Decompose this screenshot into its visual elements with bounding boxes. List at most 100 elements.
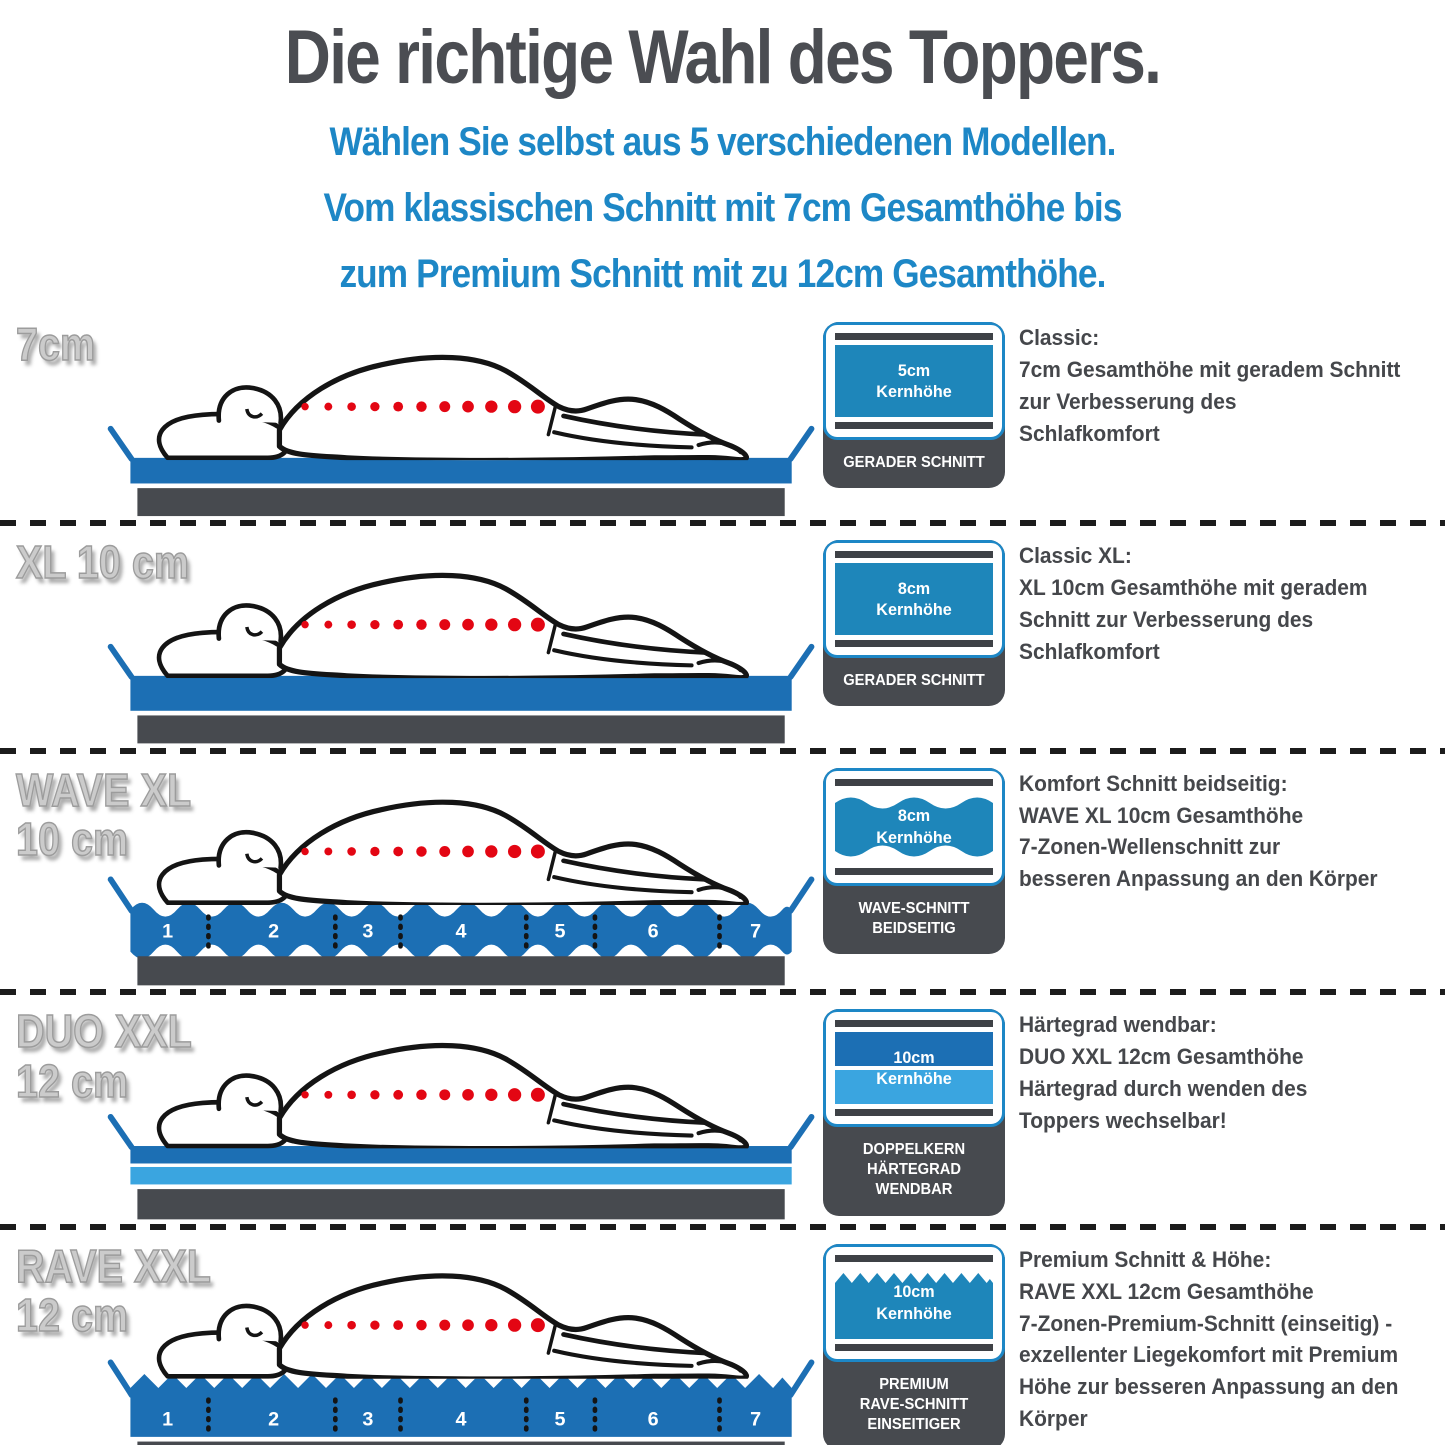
topper-layer [130,457,792,484]
model-description: Komfort Schnitt beidseitig: WAVE XL 10cm … [1019,770,1378,892]
mattress-base [137,955,785,985]
cut-type-label: WAVE-SCHNITT BEIDSEITIG [858,899,970,937]
model-size-label: 7cm [15,317,96,370]
wave-topper-layer [130,902,792,959]
svg-text:7: 7 [750,920,761,942]
cover-layer-top [835,332,993,340]
model-row-duo-xxl: DUO XXL 12 cm 10cm Ke [0,997,1445,1221]
topper-soft-layer [130,1167,792,1185]
zone-numbers: 1 2 3 4 5 6 7 [162,1408,761,1430]
dashed-separator [0,989,1445,996]
core-height-text: 5cm Kernhöhe [876,360,952,401]
subtitle-line-2: Vom klassischen Schnitt mit 7cm Gesamthö… [323,185,1122,230]
cut-type-label: GERADER SCHNITT [843,453,985,471]
model-description: Classic: 7cm Gesamthöhe mit geradem Schni… [1019,324,1401,446]
topper-right-edge [787,876,815,914]
subtitle-line-3: zum Premium Schnitt mit zu 12cm Gesamthö… [339,251,1106,296]
mattress-illustration-classic-xl: XL 10 cm [0,528,815,745]
sleeping-person-figure [159,1046,746,1149]
model-size-label: WAVE XL 10 cm [15,763,192,866]
core-diagram: 10cm Kernhöhe [823,1243,1005,1362]
zigzag-topper-layer [130,1373,792,1437]
cover-layer-top [835,551,993,559]
sleeping-person-figure [159,575,746,678]
sleeping-person-figure [159,1275,746,1378]
cover-layer-bottom [835,640,993,648]
topper-left-edge [107,1114,135,1151]
core-diagram: 5cm Kernhöhe [823,321,1005,440]
core-height-text: 8cm Kernhöhe [876,806,952,847]
topper-spec-badge: 10cm Kernhöhe DOPPELKERN HÄRTEGRAD WENDBAR [823,1009,1005,1216]
mattress-illustration-duo-xxl: DUO XXL 12 cm [0,997,815,1221]
cover-layer-bottom [835,1343,993,1351]
page-title: Die richtige Wahl des Toppers. [284,15,1162,100]
dashed-separator [0,1223,1445,1230]
topper-left-edge [107,876,135,914]
zigzag-core-shape [835,1272,993,1339]
dashed-separator [0,747,1445,754]
cut-type-label: PREMIUM RAVE-SCHNITT EINSEITIGER [859,1375,969,1433]
mattress-base [137,1189,785,1220]
model-row-classic-xl: XL 10 cm 8cm Kernhöhe [0,528,1445,745]
header: Die richtige Wahl des Toppers. Wählen Si… [0,0,1445,296]
core-layer: 8cm Kernhöhe [835,563,993,636]
cover-layer-top [835,1254,993,1262]
model-size-label: XL 10 cm [15,536,190,589]
core-height-text: 8cm Kernhöhe [876,578,952,620]
cover-layer-bottom [835,1109,993,1117]
core-diagram: 10cm Kernhöhe [823,1009,1005,1128]
topper-right-edge [787,425,815,462]
topper-left-edge [107,425,135,462]
core-layer: 10cm Kernhöhe [835,1267,993,1339]
svg-text:7: 7 [750,1408,761,1430]
svg-text:3: 3 [362,920,373,942]
model-size-label: DUO XXL 12 cm [15,1005,192,1107]
straight-core-shape [835,563,993,636]
classic-xl-illustration-svg [107,528,815,744]
model-row-rave-xxl: RAVE XXL 12 cm 1 2 3 4 5 6 7 [0,1232,1445,1445]
classic-illustration-svg [107,310,815,516]
topper-right-edge [787,643,815,680]
core-diagram: 8cm Kernhöhe [823,540,1005,659]
duo-xxl-illustration-svg [107,997,815,1220]
svg-text:4: 4 [456,1408,467,1430]
cut-type-label: GERADER SCHNITT [843,672,985,690]
zone-numbers: 1 2 3 4 5 6 7 [162,920,761,942]
model-row-wave-xl: WAVE XL 10 cm 1 2 3 4 5 6 7 [0,756,1445,987]
mattress-illustration-rave-xxl: RAVE XXL 12 cm 1 2 3 4 5 6 7 [0,1232,815,1445]
svg-text:4: 4 [456,920,467,942]
mattress-base [137,1441,785,1445]
svg-text:2: 2 [268,1408,279,1430]
dashed-separator [0,520,1445,527]
svg-text:2: 2 [268,920,279,942]
core-layer: 8cm Kernhöhe [835,791,993,863]
svg-text:1: 1 [162,920,173,942]
topper-spec-badge: 10cm Kernhöhe PREMIUM RAVE-SCHNITT EINSEITI… [823,1243,1005,1445]
sleeping-person-figure [159,357,746,460]
core-height-text: 10cm Kernhöhe [876,1047,952,1089]
topper-spec-badge: 8cm Kernhöhe WAVE-SCHNITT BEIDSEITIG [823,767,1005,954]
core-height-text: 10cm Kernhöhe [876,1282,952,1323]
dual-core-shape [835,1032,993,1105]
svg-text:5: 5 [555,920,566,942]
svg-text:6: 6 [648,920,659,942]
cover-layer-bottom [835,867,993,875]
model-description: Premium Schnitt & Höhe: RAVE XXL 12cm Ges… [1019,1246,1399,1432]
core-diagram: 8cm Kernhöhe [823,767,1005,886]
subtitle-line-1: Wählen Sie selbst aus 5 verschiedenen Mo… [329,119,1116,164]
straight-core-shape [835,344,993,417]
topper-right-edge [787,1359,815,1398]
topper-left-edge [107,643,135,680]
mattress-base [137,487,785,516]
cover-layer-top [835,778,993,786]
topper-right-edge [787,1114,815,1151]
svg-text:6: 6 [648,1408,659,1430]
sleeping-person-figure [159,802,746,905]
rave-xxl-illustration-svg: 1 2 3 4 5 6 7 [107,1232,815,1445]
svg-text:5: 5 [555,1408,566,1430]
model-row-classic: 7cm 5cm Kernhöhe [0,310,1445,517]
cover-layer-top [835,1020,993,1028]
wave-core-shape [835,797,993,857]
topper-firm-layer [130,1146,792,1164]
